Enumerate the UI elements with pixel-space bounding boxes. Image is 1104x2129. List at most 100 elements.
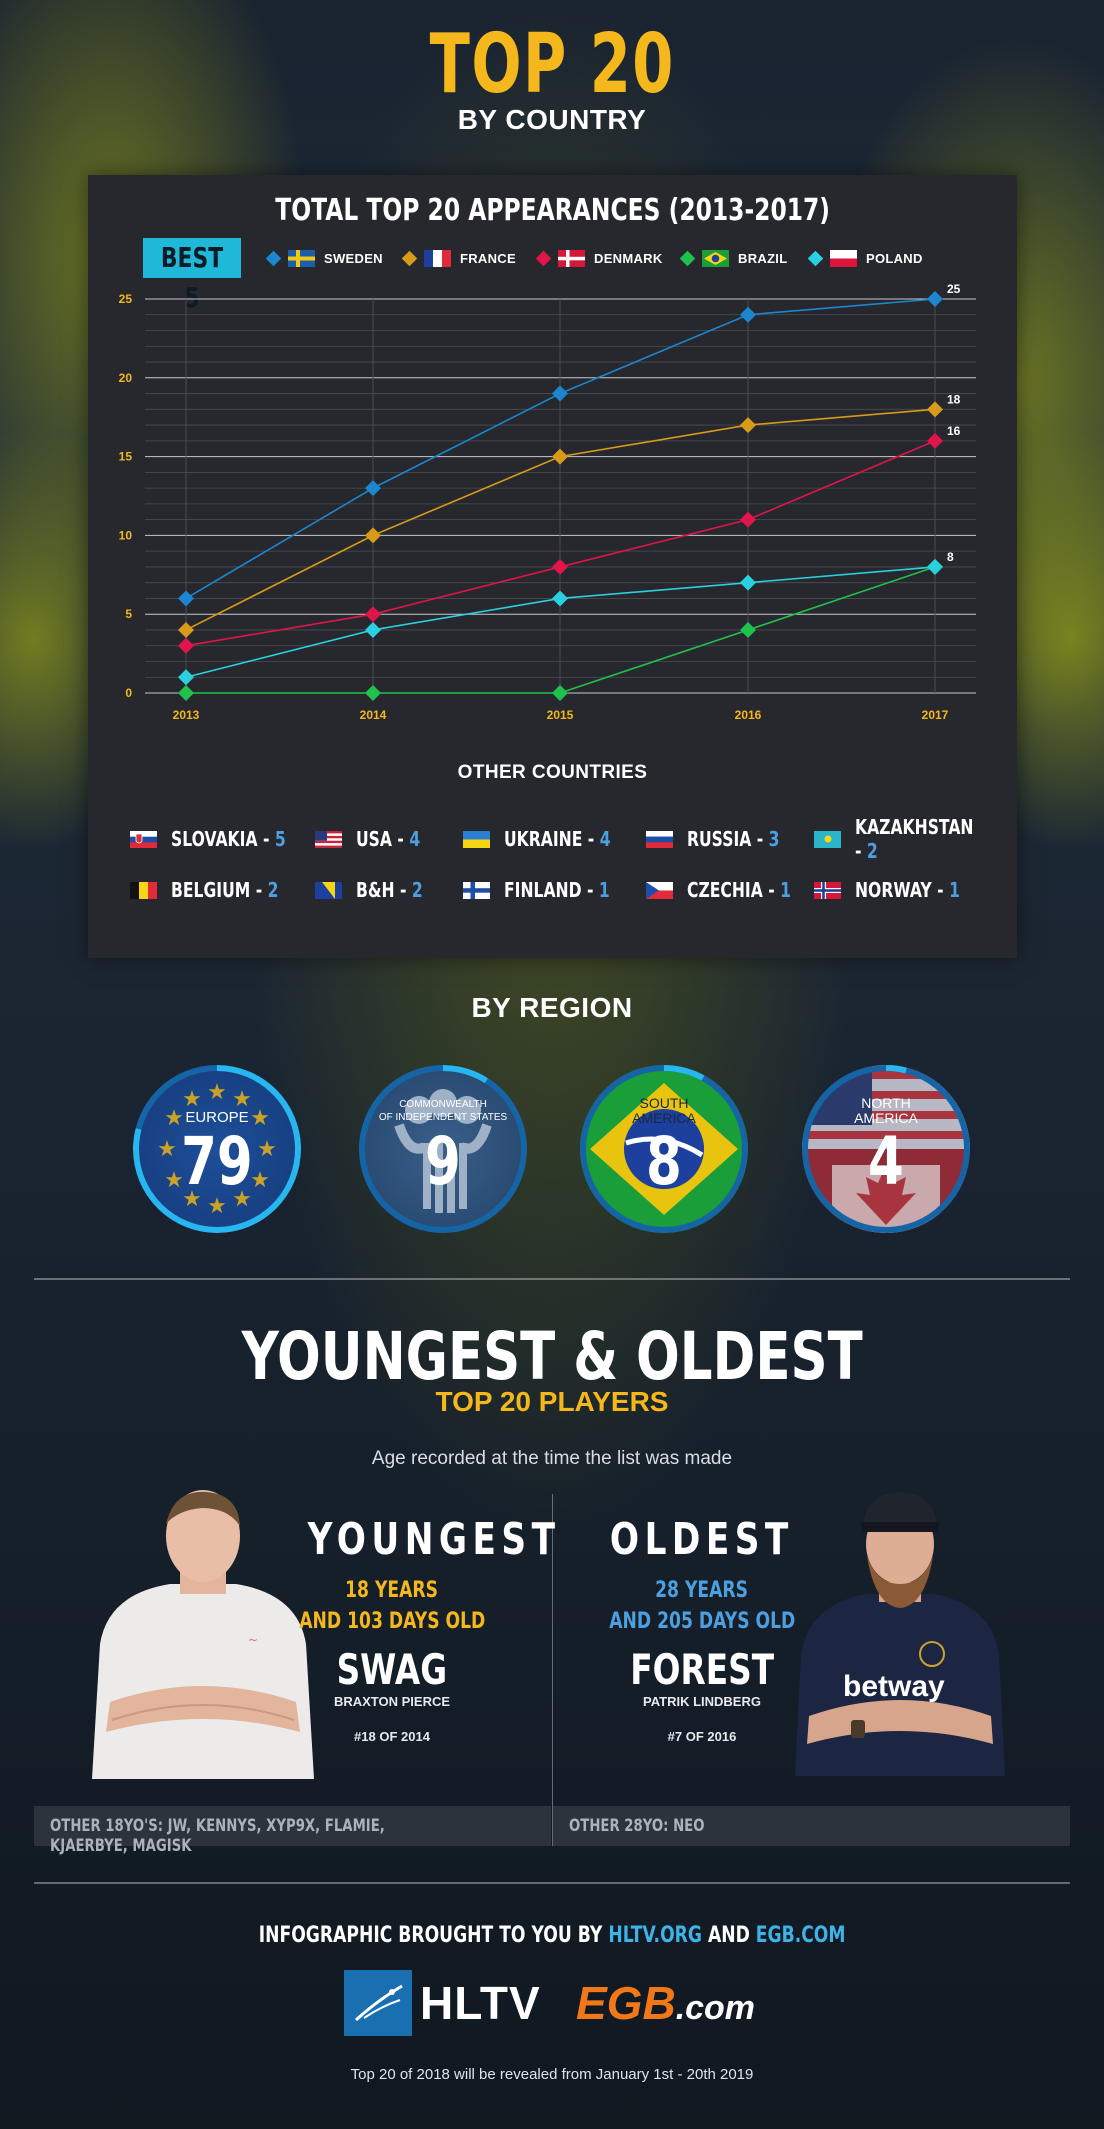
- legend-item-brazil: BRAZIL: [679, 247, 787, 269]
- region-value: 8: [580, 1123, 748, 1200]
- chart-title-text: TOTAL TOP 20 APPEARANCES (2013-2017): [275, 193, 830, 228]
- country-name: SLOVAKIA: [171, 826, 258, 851]
- legend-item-denmark: DENMARK: [535, 247, 663, 269]
- data-point-brazil: [178, 685, 194, 701]
- france-flag-icon: [424, 249, 451, 267]
- data-point-france: [552, 448, 568, 465]
- region-label-line2: AMERICA: [632, 1110, 696, 1126]
- data-point-poland: [927, 558, 943, 575]
- credits-mid: AND: [701, 1923, 756, 1948]
- hltv-logo-text[interactable]: HLTV: [420, 1977, 541, 2029]
- region-label: EUROPE: [185, 1109, 249, 1126]
- country-name: NORWAY: [855, 877, 932, 902]
- region-progress-arc: [133, 1065, 301, 1233]
- region-progress-arc: [442, 1065, 489, 1084]
- country-count: 5: [274, 826, 286, 851]
- kazakhstan-flag-icon: [814, 830, 841, 848]
- page-title-text: TOP 20: [429, 17, 675, 112]
- youngest-heading: YOUNGEST: [307, 1514, 561, 1565]
- oldest-player-photo: betway: [795, 1492, 1005, 1776]
- hltv-link[interactable]: HLTV.ORG: [608, 1923, 702, 1948]
- footer-divider: [34, 1882, 1070, 1884]
- country-count: 1: [949, 877, 960, 902]
- youngest-age-line2: AND 103 DAYS OLD: [298, 1609, 486, 1634]
- data-point-poland: [365, 621, 381, 638]
- country-count: 2: [267, 877, 279, 902]
- other-country-finland: FINLAND - 1: [463, 878, 640, 902]
- data-point-brazil: [365, 685, 381, 701]
- youngest-oldest-title: YOUNGEST & OLDEST: [0, 1318, 1104, 1395]
- oldest-nick: FOREST: [630, 1645, 774, 1694]
- other-country-ukraine: UKRAINE - 4: [463, 827, 641, 851]
- region-title: BY REGION: [471, 992, 633, 1023]
- denmark-flag-icon: [558, 249, 585, 267]
- egb-link[interactable]: EGB.COM: [755, 1923, 846, 1948]
- data-point-brazil: [740, 621, 756, 638]
- czechia-flag-icon: [646, 881, 673, 899]
- svg-text:~: ~: [248, 1633, 258, 1647]
- y-tick-label: 0: [125, 686, 132, 700]
- region-progress-arc-path: [133, 1065, 301, 1233]
- country-count: 4: [409, 826, 421, 851]
- data-point-denmark: [552, 558, 568, 575]
- data-point-france: [927, 401, 943, 418]
- country-name: BELGIUM: [171, 877, 251, 902]
- data-point-brazil: [552, 685, 568, 701]
- other-18yo-text: OTHER 18YO'S: JW, KENNYS, XYP9X, FLAMIE,…: [50, 1816, 385, 1856]
- youngest-real-name: BRAXTON PIERCE: [333, 1694, 451, 1709]
- country-count: 1: [780, 877, 792, 902]
- region-progress-arc: [885, 1065, 907, 1074]
- data-point-france: [740, 417, 756, 434]
- ukraine-flag-icon: [463, 830, 490, 848]
- hltv-logo-icon[interactable]: [344, 1970, 412, 2036]
- data-point-denmark: [927, 432, 943, 449]
- other-countries-title: OTHER COUNTRIES: [457, 762, 648, 783]
- data-label-denmark: 16: [947, 424, 961, 438]
- region-value-text: 8: [646, 1123, 682, 1200]
- country-chart-panel: TOTAL TOP 20 APPEARANCES (2013-2017) BES…: [88, 175, 1017, 958]
- region-label-line2: AMERICA: [854, 1110, 918, 1126]
- country-count: 2: [866, 838, 878, 863]
- region-europe-badge: ★ ★ ★ ★ ★ ★ ★ ★ ★ ★ ★ ★ EUROPE 79: [133, 1065, 301, 1233]
- country-name: KAZAKHSTAN: [855, 814, 974, 839]
- slovakia-flag-icon: [130, 830, 157, 848]
- region-value: 79: [133, 1123, 301, 1200]
- youngest-oldest-subtitle: TOP 20 PLAYERS: [435, 1386, 669, 1417]
- x-tick-label: 2017: [922, 708, 949, 722]
- legend-label: DENMARK: [594, 250, 663, 266]
- other-country-usa: USA - 4: [315, 826, 438, 851]
- other-28yo-text: OTHER 28YO: NEO: [569, 1816, 705, 1836]
- region-progress-arc-path: [663, 1065, 705, 1081]
- poland-flag-icon: [830, 249, 857, 267]
- data-point-france: [178, 621, 194, 638]
- region-label: NORTH: [861, 1095, 911, 1111]
- page-title: TOP 20: [0, 20, 1104, 110]
- country-name: USA: [356, 826, 392, 851]
- region-north-america-badge: NORTH AMERICA 4: [802, 1065, 970, 1233]
- other-country-norway: NORWAY - 1: [814, 877, 990, 902]
- bih-flag-icon: [315, 881, 342, 899]
- data-point-denmark: [178, 637, 194, 654]
- chart-title: TOTAL TOP 20 APPEARANCES (2013-2017): [88, 193, 1017, 228]
- sweden-flag-icon: [288, 249, 315, 267]
- data-point-sweden: [365, 480, 381, 497]
- belgium-flag-icon: [130, 881, 157, 899]
- egb-logo[interactable]: EGB.com: [576, 1976, 755, 2030]
- legend-item-france: FRANCE: [401, 247, 516, 269]
- region-value-text: 4: [868, 1123, 904, 1200]
- russia-flag-icon: [646, 830, 673, 848]
- youngest-column: YOUNGEST 18 YEARS AND 103 DAYS OLD SWAG …: [272, 1514, 555, 1744]
- x-tick-label: 2016: [735, 708, 762, 722]
- data-point-denmark: [740, 511, 756, 528]
- legend-label: SWEDEN: [324, 250, 383, 266]
- sponsor-text: betway: [843, 1670, 945, 1703]
- finland-flag-icon: [463, 881, 490, 899]
- page-subtitle: BY COUNTRY: [457, 104, 647, 135]
- other-country-belgium: BELGIUM - 2: [130, 877, 309, 902]
- other-country-russia: RUSSIA - 3: [646, 827, 806, 851]
- x-tick-label: 2014: [360, 708, 387, 722]
- legend-label: POLAND: [866, 250, 923, 266]
- region-value: 4: [802, 1123, 970, 1200]
- data-label-sweden: 25: [947, 282, 961, 296]
- reveal-note: Top 20 of 2018 will be revealed from Jan…: [350, 2066, 754, 2083]
